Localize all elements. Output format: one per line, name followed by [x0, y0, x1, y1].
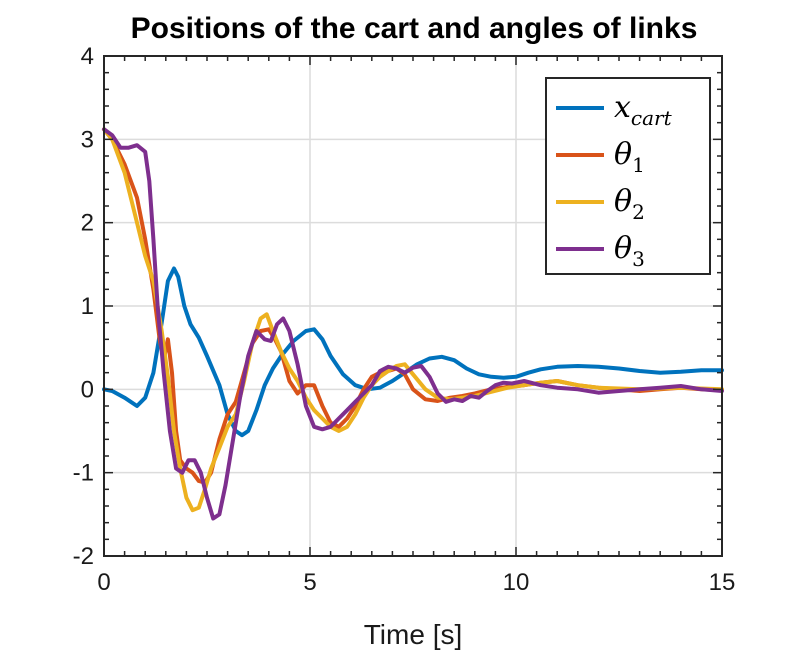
chart-title: Positions of the cart and angles of link…: [131, 12, 698, 45]
legend-entry-subscript: 1: [632, 153, 645, 177]
x-tick-label-1: 5: [303, 569, 316, 596]
legend-entry-subscript: 2: [632, 200, 645, 224]
legend-entry-subscript: 3: [632, 247, 645, 271]
legend-entry-2: θ2: [614, 184, 645, 224]
legend-box: [545, 77, 711, 275]
x-tick-label-0: 0: [97, 569, 110, 596]
y-tick-label-2: 0: [81, 376, 94, 403]
legend-entry-1: θ1: [614, 137, 645, 177]
y-tick-label-1: -1: [73, 460, 94, 487]
y-tick-label-3: 1: [81, 293, 94, 320]
legend-entry-symbol: θ: [614, 137, 632, 172]
series-lines: [102, 127, 724, 521]
series-line-0: [102, 266, 724, 438]
legend-entry-symbol: x: [614, 90, 631, 125]
series-line-3: [102, 127, 724, 521]
y-tick-label-4: 2: [81, 210, 94, 237]
y-tick-label-0: -2: [73, 543, 94, 570]
legend-entry-symbol: θ: [614, 231, 632, 266]
x-axis-label: Time [s]: [364, 619, 463, 650]
x-tick-label-2: 10: [503, 569, 530, 596]
legend-entry-3: θ3: [614, 231, 645, 271]
x-tick-label-3: 15: [709, 569, 736, 596]
legend-entry-0: xcart: [614, 90, 673, 130]
y-tick-label-5: 3: [81, 126, 94, 153]
axes: 0 5 10 15 -2 -1 0 1 2 3 4: [73, 43, 736, 596]
y-tick-label-6: 4: [81, 43, 94, 70]
legend-entry-symbol: θ: [614, 184, 632, 219]
legend-entry-subscript: cart: [631, 106, 673, 130]
